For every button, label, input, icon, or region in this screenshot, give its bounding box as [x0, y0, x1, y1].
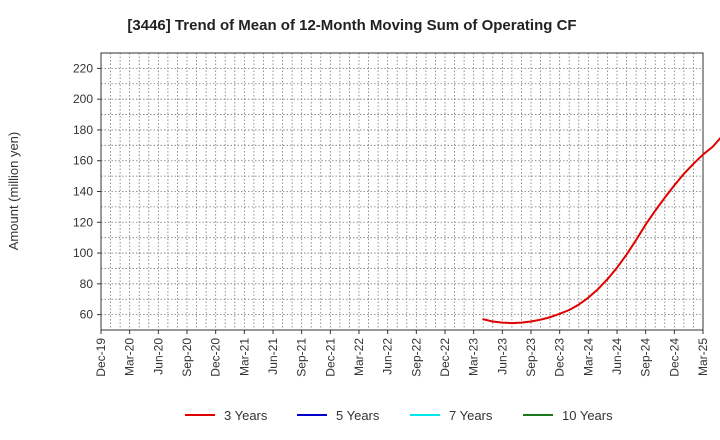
- x-tick-label: Dec-23: [553, 338, 567, 377]
- x-tick-label: Dec-20: [209, 338, 223, 377]
- x-tick-label: Mar-20: [123, 338, 137, 376]
- x-tick-label: Sep-22: [409, 338, 423, 377]
- series-line-3-years: [482, 136, 720, 325]
- y-tick-label: 200: [73, 92, 93, 106]
- y-tick-label: 160: [73, 154, 93, 168]
- legend-label: 3 Years: [224, 408, 268, 423]
- x-tick-label: Sep-20: [180, 338, 194, 377]
- legend: 3 Years 5 Years 7 Years 10 Years: [185, 408, 613, 423]
- x-tick-label: Mar-21: [237, 338, 251, 376]
- y-tick-label: 220: [73, 61, 93, 75]
- x-tick-label: Sep-24: [639, 338, 653, 377]
- series-lines: [482, 136, 720, 325]
- y-tick-label: 80: [80, 277, 94, 291]
- chart-title: [3446] Trend of Mean of 12-Month Moving …: [127, 17, 576, 34]
- x-tick-label: Mar-22: [352, 338, 366, 376]
- x-tick-label: Mar-23: [467, 338, 481, 376]
- x-tick-label: Dec-19: [94, 338, 108, 377]
- x-tick-label: Jun-22: [381, 338, 395, 375]
- y-tick-label: 140: [73, 185, 93, 199]
- x-tick-label: Jun-24: [610, 338, 624, 375]
- x-tick-label: Mar-25: [696, 338, 710, 376]
- y-axis-label: Amount (million yen): [6, 132, 21, 251]
- x-tick-label: Jun-21: [266, 338, 280, 375]
- x-tick-label: Dec-21: [323, 338, 337, 377]
- y-tick-label: 180: [73, 123, 93, 137]
- y-tick-label: 120: [73, 215, 93, 229]
- legend-label: 5 Years: [336, 408, 380, 423]
- y-tick-label: 100: [73, 246, 93, 260]
- legend-label: 10 Years: [562, 408, 613, 423]
- x-axis-ticks: Dec-19 Mar-20 Jun-20 Sep-20 Dec-20 Mar-21 Jun-…: [94, 330, 710, 377]
- x-tick-label: Sep-23: [524, 338, 538, 377]
- x-tick-label: Jun-20: [151, 338, 165, 375]
- x-tick-label: Dec-22: [438, 338, 452, 377]
- x-tick-label: Sep-21: [295, 338, 309, 377]
- x-tick-label: Mar-24: [581, 338, 595, 376]
- legend-label: 7 Years: [449, 408, 493, 423]
- y-tick-label: 60: [80, 308, 94, 322]
- x-tick-label: Jun-23: [495, 338, 509, 375]
- y-axis-ticks: 60 80 100 120 140 160 180 200 220: [73, 61, 101, 322]
- grid: [101, 53, 703, 330]
- x-tick-label: Dec-24: [667, 338, 681, 377]
